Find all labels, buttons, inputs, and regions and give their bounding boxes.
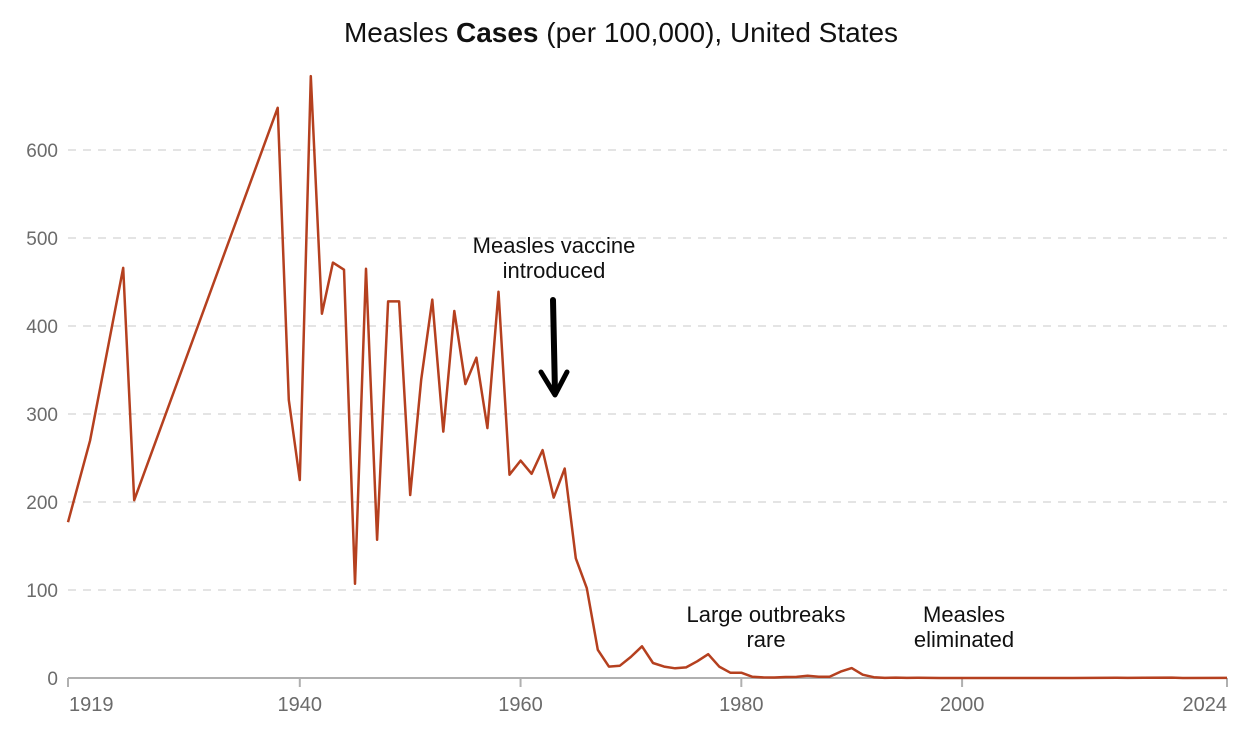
y-axis: 0 100 200 300 400 500 600	[26, 141, 58, 690]
arrow-head-icon	[538, 369, 570, 398]
annotation-text: Measles vaccine	[473, 233, 636, 258]
gridlines	[68, 149, 1227, 591]
x-tick-label: 2024	[1183, 694, 1228, 716]
x-axis: 1919 1940 1960 1980 2000 2024	[67, 677, 1228, 716]
arrow-down-icon	[550, 297, 558, 396]
x-tick-label: 1960	[498, 694, 543, 716]
y-tick-label: 300	[26, 405, 58, 426]
annotation-text: Large outbreaks	[687, 602, 846, 627]
title-suffix: (per 100,000), United States	[539, 17, 899, 48]
x-tick-label: 1980	[719, 694, 764, 716]
annotation-text: Measles	[923, 602, 1005, 627]
chart-title: Measles Cases (per 100,000), United Stat…	[344, 17, 898, 48]
annotation-text: eliminated	[914, 627, 1014, 652]
series-group	[66, 74, 1228, 680]
y-tick-label: 100	[26, 581, 58, 602]
x-tick-label: 1919	[69, 694, 114, 716]
title-bold: Cases	[456, 17, 539, 48]
title-prefix: Measles	[344, 17, 456, 48]
series-line	[66, 74, 1228, 680]
y-tick-label: 400	[26, 317, 58, 338]
y-tick-label: 0	[47, 669, 58, 690]
annotation-text: rare	[746, 627, 785, 652]
annotation-text: introduced	[503, 258, 606, 283]
y-tick-label: 500	[26, 229, 58, 250]
y-tick-label: 200	[26, 493, 58, 514]
y-tick-label: 600	[26, 141, 58, 162]
x-tick-label: 2000	[940, 694, 985, 716]
x-tick-label: 1940	[278, 694, 323, 716]
